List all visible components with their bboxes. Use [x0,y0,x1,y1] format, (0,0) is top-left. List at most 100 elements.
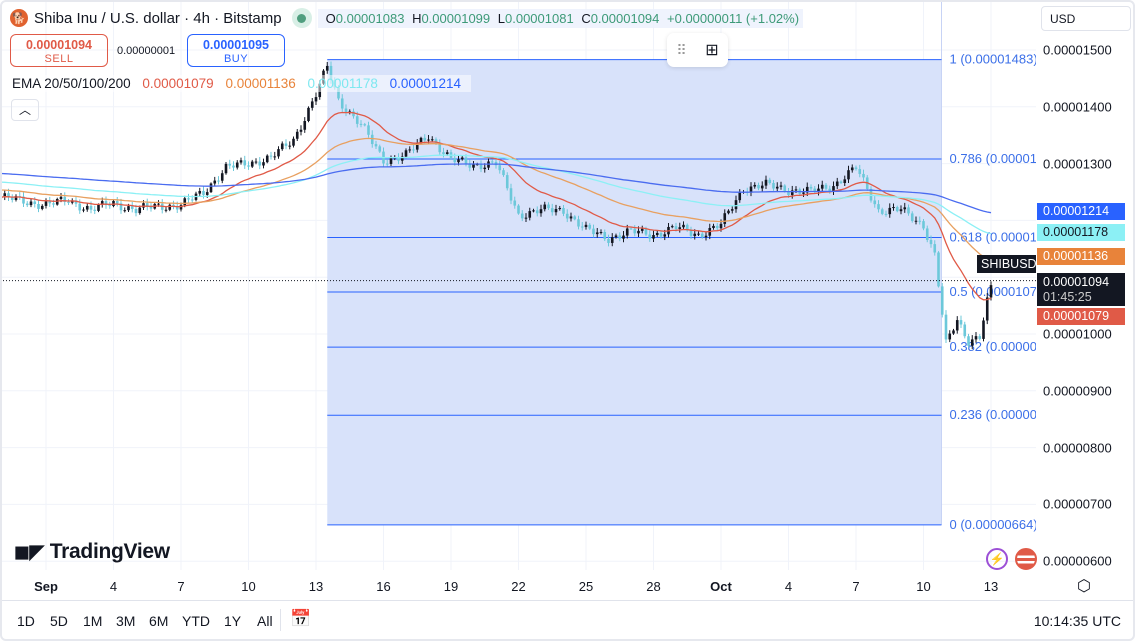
range-button-all[interactable]: All [257,613,273,629]
settings-icon[interactable]: ⬡ [1077,578,1091,595]
range-button-6m[interactable]: 6M [149,613,169,629]
candle-up [802,192,805,194]
goto-date-icon[interactable]: 📅 [290,609,312,628]
candle-up [712,225,715,228]
candle-down [115,200,119,204]
ema100-line [0,154,992,235]
range-button-1d[interactable]: 1D [17,613,35,629]
time-axis-label: 25 [578,579,594,594]
candle-up [753,184,757,187]
current-price: 0.00001094 [1043,275,1110,289]
candle-down [344,108,348,113]
tradingview-logo[interactable]: ◼◤ TradingView [14,540,170,564]
clock[interactable]: 10:14:35 UTC [1033,613,1121,629]
range-button-ytd[interactable]: YTD [182,613,210,629]
lightning-icon[interactable]: ⚡ [986,548,1008,570]
chevron-up-icon: ︿ [18,103,31,117]
candle-down [783,185,787,192]
time-axis-label: 4 [109,579,118,594]
candle-up [850,167,854,171]
candle-down [685,224,689,231]
candle-down [547,204,550,209]
candle-down [839,181,843,184]
currency-select[interactable]: USD [1041,6,1131,31]
price-axis-label: 0.00001000 [1043,326,1112,342]
time-axis-label: 4 [784,579,793,594]
range-button-3m[interactable]: 3M [116,613,136,629]
us-flag-icon[interactable] [1015,548,1037,570]
candle-down [813,188,817,193]
candle-down [768,179,772,184]
candle-down [130,206,134,209]
candle-down [22,196,25,204]
candle-up [528,211,532,218]
candle-up [59,196,63,200]
collapse-legend-button[interactable]: ︿ [11,99,39,121]
candle-down [877,204,880,210]
candle-down [550,208,554,213]
candle-down [479,164,483,170]
candle-up [235,162,239,168]
candle-down [172,204,175,207]
candle-up [637,230,640,234]
candle-down [108,205,112,207]
candle-down [940,286,944,315]
candle-up [445,152,449,155]
candle-up [179,205,183,210]
symbol-tag: SHIBUSD [977,255,1037,273]
candle-down [715,225,719,229]
candle-down [52,203,55,205]
candle-up [914,220,918,222]
range-button-5d[interactable]: 5D [50,613,68,629]
candle-up [539,209,543,214]
ema-legend[interactable]: EMA 20/50/100/200 0.00001079 0.00001136 … [10,75,471,92]
sell-price: 0.00001094 [25,38,93,52]
drag-handle-icon[interactable]: ⠿ [676,41,687,58]
candle-up [14,196,18,200]
candle-down [25,203,29,206]
candle-down [757,184,760,189]
candle-up [475,164,479,166]
candle-down [700,233,704,238]
close-label: C [581,10,591,26]
candle-down [922,221,925,229]
candle-up [262,162,265,166]
candle-down [509,188,513,201]
fib-level-label: 0.382 (0.00000977) [950,339,1037,354]
buy-button[interactable]: 0.00001095 BUY [187,34,285,67]
candle-up [847,170,850,180]
candle-up [254,161,258,163]
price-tag: 0.00001178 [1037,223,1125,241]
candle-up [584,224,588,228]
candle-up [843,179,847,184]
candle-up [952,330,955,334]
candle-up [239,160,243,163]
range-button-1y[interactable]: 1Y [224,613,242,629]
candle-up [764,179,768,186]
candle-down [175,206,179,210]
add-widget-icon[interactable]: ⊞ [705,42,719,59]
range-button-1m[interactable]: 1M [83,613,103,629]
candle-up [805,186,809,193]
time-axis-label: Sep [34,579,58,594]
candle-down [854,167,858,170]
candle-down [243,160,247,166]
sell-button[interactable]: 0.00001094 SELL [10,34,108,67]
low-label: L [497,10,505,26]
candle-up [794,189,798,191]
candle-up [299,129,303,132]
candle-down [412,149,415,151]
candle-down [7,193,10,198]
price-chart[interactable]: 1 (0.00001483) 0.786 (0.00001308) 0.618 (0… [0,0,1036,572]
candle-up [760,185,764,189]
candle-down [967,336,970,346]
candle-up [599,232,603,234]
brand-name: TradingView [49,540,170,563]
symbol-title[interactable]: Shiba Inu / U.S. dollar · 4h · Bitstamp [34,9,282,27]
candle-up [400,156,404,161]
bar-countdown: 01:45:25 [1043,290,1092,304]
candle-down [607,239,610,243]
time-axis-label: 10 [241,579,256,594]
candle-down [423,137,427,141]
candle-down [674,226,678,229]
